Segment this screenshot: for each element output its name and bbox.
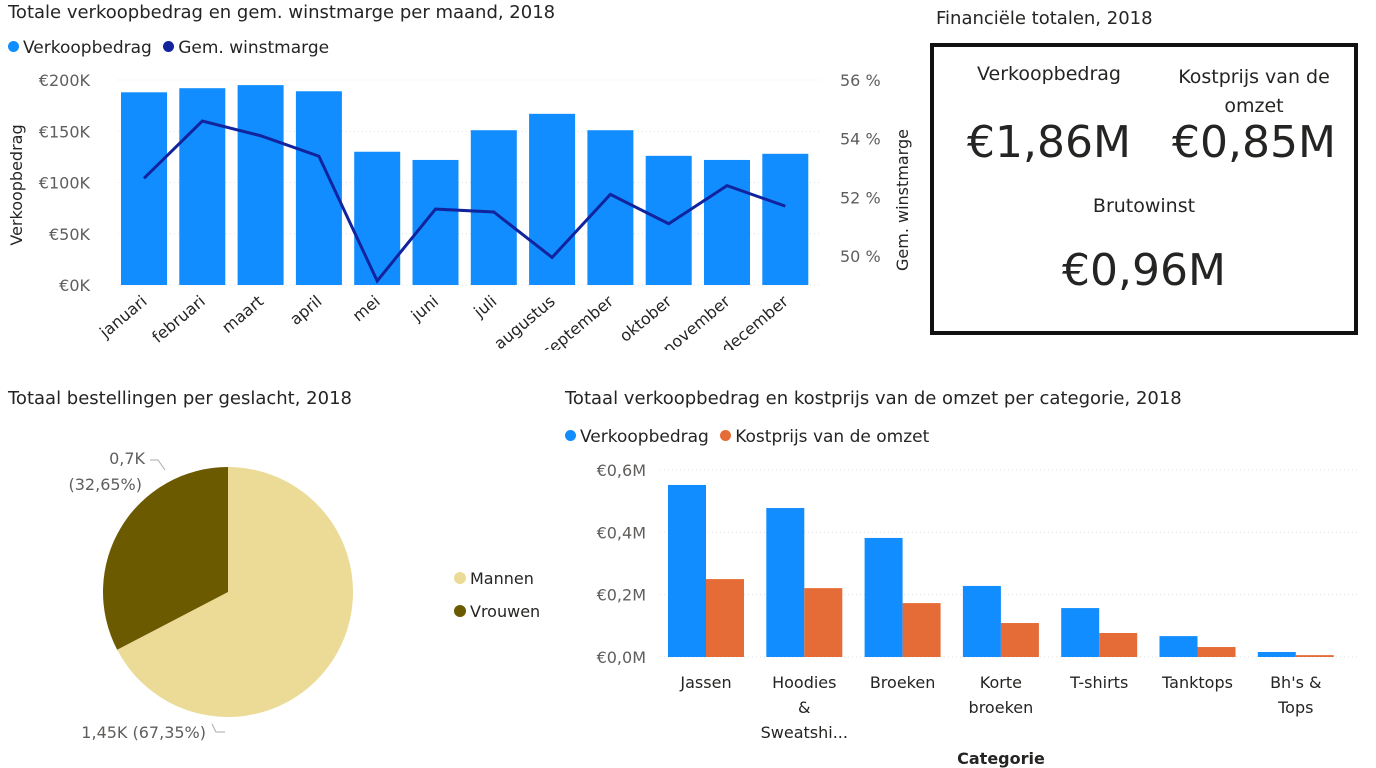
kpi-card: Verkoopbedrag Kostprijs van de omzet €1,… — [930, 43, 1358, 335]
kpi-kostprijs-value: €0,85M — [1172, 117, 1336, 168]
x-tick-label: Broeken — [870, 673, 936, 692]
kpi-title: Financiële totalen, 2018 — [936, 8, 1153, 29]
legend-label-vrouwen: Vrouwen — [470, 602, 540, 621]
y-tick-label: €50K — [49, 225, 91, 244]
legend-label-mannen: Mannen — [470, 569, 534, 588]
bar-verkoopbedrag — [762, 153, 809, 285]
bar-verkoopbedrag — [864, 537, 903, 657]
bar-verkoopbedrag — [1159, 636, 1198, 657]
x-axis-title: Categorie — [957, 749, 1045, 768]
y-tick-label: €0,2M — [597, 586, 646, 605]
y-tick-label: €150K — [39, 122, 91, 141]
x-tick-label: Tanktops — [1161, 673, 1233, 692]
bar-verkoopbedrag — [354, 151, 401, 285]
pie-chart: 0,7K (32,65%) 1,45K (67,35%) Mannen Vrouwen — [69, 449, 541, 742]
x-tick-label: juni — [407, 292, 442, 326]
bar-verkoopbedrag — [704, 159, 750, 285]
bar-kostprijs — [804, 588, 843, 657]
y2-tick-label: 52 % — [840, 188, 881, 207]
legend-dot — [163, 41, 175, 52]
x-tick-label: & — [798, 698, 810, 717]
category-legend: Verkoopbedrag Kostprijs van de omzet — [565, 427, 929, 447]
y-axis-title: Verkoopbedrag — [7, 124, 26, 245]
x-tick-label: april — [286, 292, 325, 329]
leader-line — [211, 723, 225, 733]
pie-slice-mannen — [117, 467, 353, 717]
monthly-chart: €0K €50K €100K €150K €200K 50 % 52 % 54 % 56 % Ve… — [7, 71, 912, 350]
y-tick-label: €0,4M — [597, 523, 646, 542]
pie-chart-title: Totaal bestellingen per geslacht, 2018 — [8, 388, 352, 409]
y-tick-label: €0,6M — [597, 461, 646, 480]
y-tick-label: €200K — [39, 71, 91, 90]
x-tick-label: Korte — [980, 673, 1022, 692]
bar-verkoopbedrag — [121, 92, 167, 285]
legend-label: Verkoopbedrag — [580, 427, 709, 447]
x-tick-label: mei — [349, 292, 384, 326]
legend-dot — [454, 572, 466, 584]
legend-label: Verkoopbedrag — [23, 38, 152, 58]
legend-dot — [720, 430, 732, 441]
category-chart-title: Totaal verkoopbedrag en kostprijs van de… — [565, 388, 1182, 409]
bar-kostprijs — [1000, 623, 1039, 657]
monthly-legend: Verkoopbedrag Gem. winstmarge — [8, 38, 329, 58]
category-chart: €0,0M €0,2M €0,4M €0,6M Jassen Hoodies & Sweats… — [597, 461, 1360, 768]
kpi-verkoop-value: €1,86M — [967, 117, 1131, 168]
x-tick-label: Jassen — [679, 673, 731, 692]
kpi-verkoop-label: Verkoopbedrag — [977, 63, 1121, 85]
y2-tick-label: 50 % — [840, 247, 881, 266]
bar-verkoopbedrag — [470, 130, 517, 285]
x-tick-label: broeken — [969, 698, 1034, 717]
bar-verkoopbedrag — [962, 585, 1001, 657]
bar-verkoopbedrag — [1061, 608, 1100, 657]
y-tick-label: €0K — [59, 276, 90, 295]
kpi-bruto-label: Brutowinst — [1092, 195, 1196, 217]
x-tick-label: Sweatshi... — [761, 723, 848, 742]
y-tick-label: €0,0M — [597, 648, 646, 667]
bar-kostprijs — [1295, 655, 1334, 657]
x-tick-label: T-shirts — [1069, 673, 1128, 692]
y2-axis-title: Gem. winstmarge — [893, 129, 912, 271]
y-tick-label: €100K — [39, 174, 91, 193]
legend-dot — [8, 41, 19, 52]
y2-tick-label: 56 % — [840, 71, 881, 90]
legend-label: Kostprijs van de omzet — [735, 427, 930, 447]
bar-verkoopbedrag — [412, 159, 459, 285]
pie-label-mannen: 1,45K (67,35%) — [81, 723, 206, 742]
legend-label: Gem. winstmarge — [178, 38, 330, 58]
x-tick-label: juli — [469, 292, 500, 322]
pie-slice-vrouwen — [102, 467, 228, 650]
monthly-chart-title: Totale verkoopbedrag en gem. winstmarge … — [8, 2, 556, 23]
bar-kostprijs — [1197, 647, 1236, 657]
kpi-bruto-value: €0,96M — [1062, 245, 1226, 296]
x-tick-label: Bh's & — [1270, 673, 1321, 692]
bar-kostprijs — [1099, 633, 1138, 657]
x-tick-label: Tops — [1277, 698, 1313, 717]
x-tick-label: februari — [148, 292, 209, 347]
legend-dot — [565, 430, 576, 441]
bar-verkoopbedrag — [766, 508, 805, 657]
y2-tick-label: 54 % — [840, 130, 881, 149]
x-tick-label: Hoodies — [772, 673, 836, 692]
bar-verkoopbedrag — [1257, 652, 1296, 657]
line-winstmarge — [142, 119, 786, 284]
x-tick-label: maart — [218, 292, 267, 337]
legend-dot — [454, 605, 466, 617]
bar-kostprijs — [706, 579, 744, 657]
leader-line — [150, 459, 166, 471]
x-tick-label: januari — [95, 292, 150, 343]
pie-label-vrouwen-pct: (32,65%) — [69, 475, 143, 494]
bar-verkoopbedrag — [668, 484, 706, 657]
pie-label-vrouwen: 0,7K — [109, 449, 145, 468]
bar-kostprijs — [902, 603, 941, 657]
bar-verkoopbedrag — [587, 130, 634, 285]
x-tick-label: december — [718, 291, 792, 350]
bar-verkoopbedrag — [645, 155, 692, 285]
bar-verkoopbedrag — [179, 88, 226, 285]
bar-verkoopbedrag — [237, 85, 284, 285]
kpi-kostprijs-label: Kostprijs van de omzet — [1178, 66, 1330, 117]
